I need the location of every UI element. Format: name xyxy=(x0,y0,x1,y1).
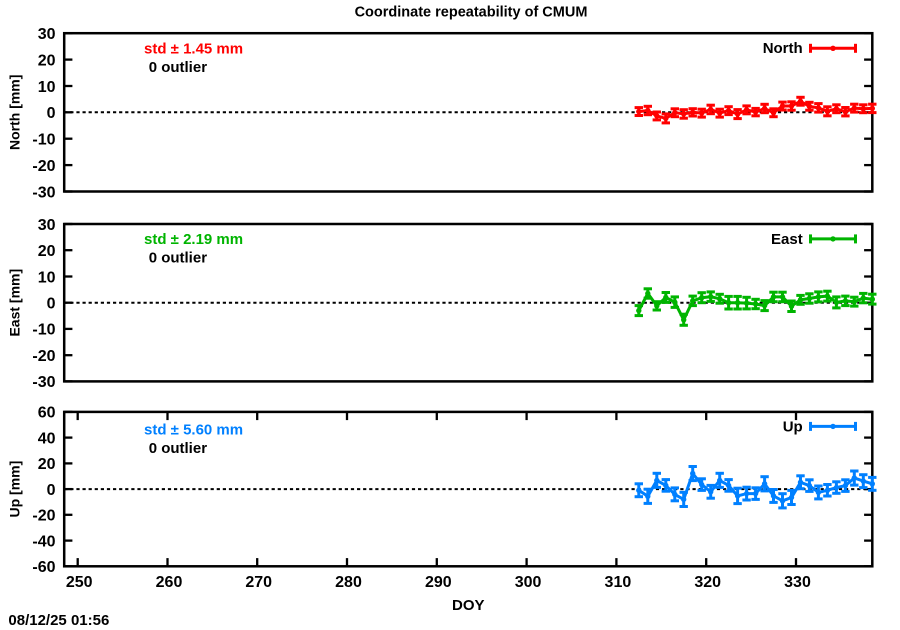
svg-text:0: 0 xyxy=(47,482,56,499)
svg-text:30: 30 xyxy=(38,26,56,43)
svg-text:320: 320 xyxy=(694,574,721,591)
svg-text:East [mm]: East [mm] xyxy=(7,269,23,337)
svg-text:270: 270 xyxy=(245,574,272,591)
svg-text:280: 280 xyxy=(335,574,362,591)
svg-text:10: 10 xyxy=(38,269,56,286)
svg-text:40: 40 xyxy=(38,430,56,447)
svg-text:-40: -40 xyxy=(32,533,55,550)
svg-text:North: North xyxy=(763,40,803,57)
svg-text:60: 60 xyxy=(38,405,56,422)
svg-text:-20: -20 xyxy=(32,508,55,525)
svg-text:Up: Up xyxy=(783,418,803,435)
svg-text:310: 310 xyxy=(605,574,632,591)
svg-text:20: 20 xyxy=(38,52,56,69)
svg-text:-20: -20 xyxy=(32,158,55,175)
svg-text:Coordinate repeatability of CM: Coordinate repeatability of CMUM xyxy=(355,4,588,20)
svg-text:08/12/25 01:56: 08/12/25 01:56 xyxy=(8,612,109,629)
svg-text:Up [mm]: Up [mm] xyxy=(7,461,23,518)
svg-text:300: 300 xyxy=(515,574,542,591)
svg-text:10: 10 xyxy=(38,79,56,96)
svg-text:-10: -10 xyxy=(32,132,55,149)
svg-text:30: 30 xyxy=(38,217,56,234)
svg-text:-20: -20 xyxy=(32,348,55,365)
svg-text:-30: -30 xyxy=(32,184,55,201)
svg-text:std ± 1.45 mm: std ± 1.45 mm xyxy=(144,41,243,58)
svg-text:North [mm]: North [mm] xyxy=(7,75,23,150)
svg-text:-60: -60 xyxy=(32,559,55,576)
svg-text:0 outlier: 0 outlier xyxy=(149,440,208,457)
svg-text:std ± 5.60 mm: std ± 5.60 mm xyxy=(144,422,243,439)
svg-text:0: 0 xyxy=(47,296,56,313)
svg-text:20: 20 xyxy=(38,456,56,473)
svg-text:260: 260 xyxy=(156,574,183,591)
svg-text:0 outlier: 0 outlier xyxy=(149,249,208,266)
svg-text:-10: -10 xyxy=(32,322,55,339)
svg-text:0: 0 xyxy=(47,105,56,122)
svg-text:-30: -30 xyxy=(32,374,55,391)
svg-text:East: East xyxy=(771,231,803,248)
svg-text:std ± 2.19 mm: std ± 2.19 mm xyxy=(144,231,243,248)
svg-text:250: 250 xyxy=(66,574,93,591)
svg-text:290: 290 xyxy=(425,574,452,591)
svg-text:DOY: DOY xyxy=(452,597,485,614)
svg-text:0 outlier: 0 outlier xyxy=(149,59,208,76)
svg-text:20: 20 xyxy=(38,243,56,260)
svg-text:330: 330 xyxy=(784,574,811,591)
